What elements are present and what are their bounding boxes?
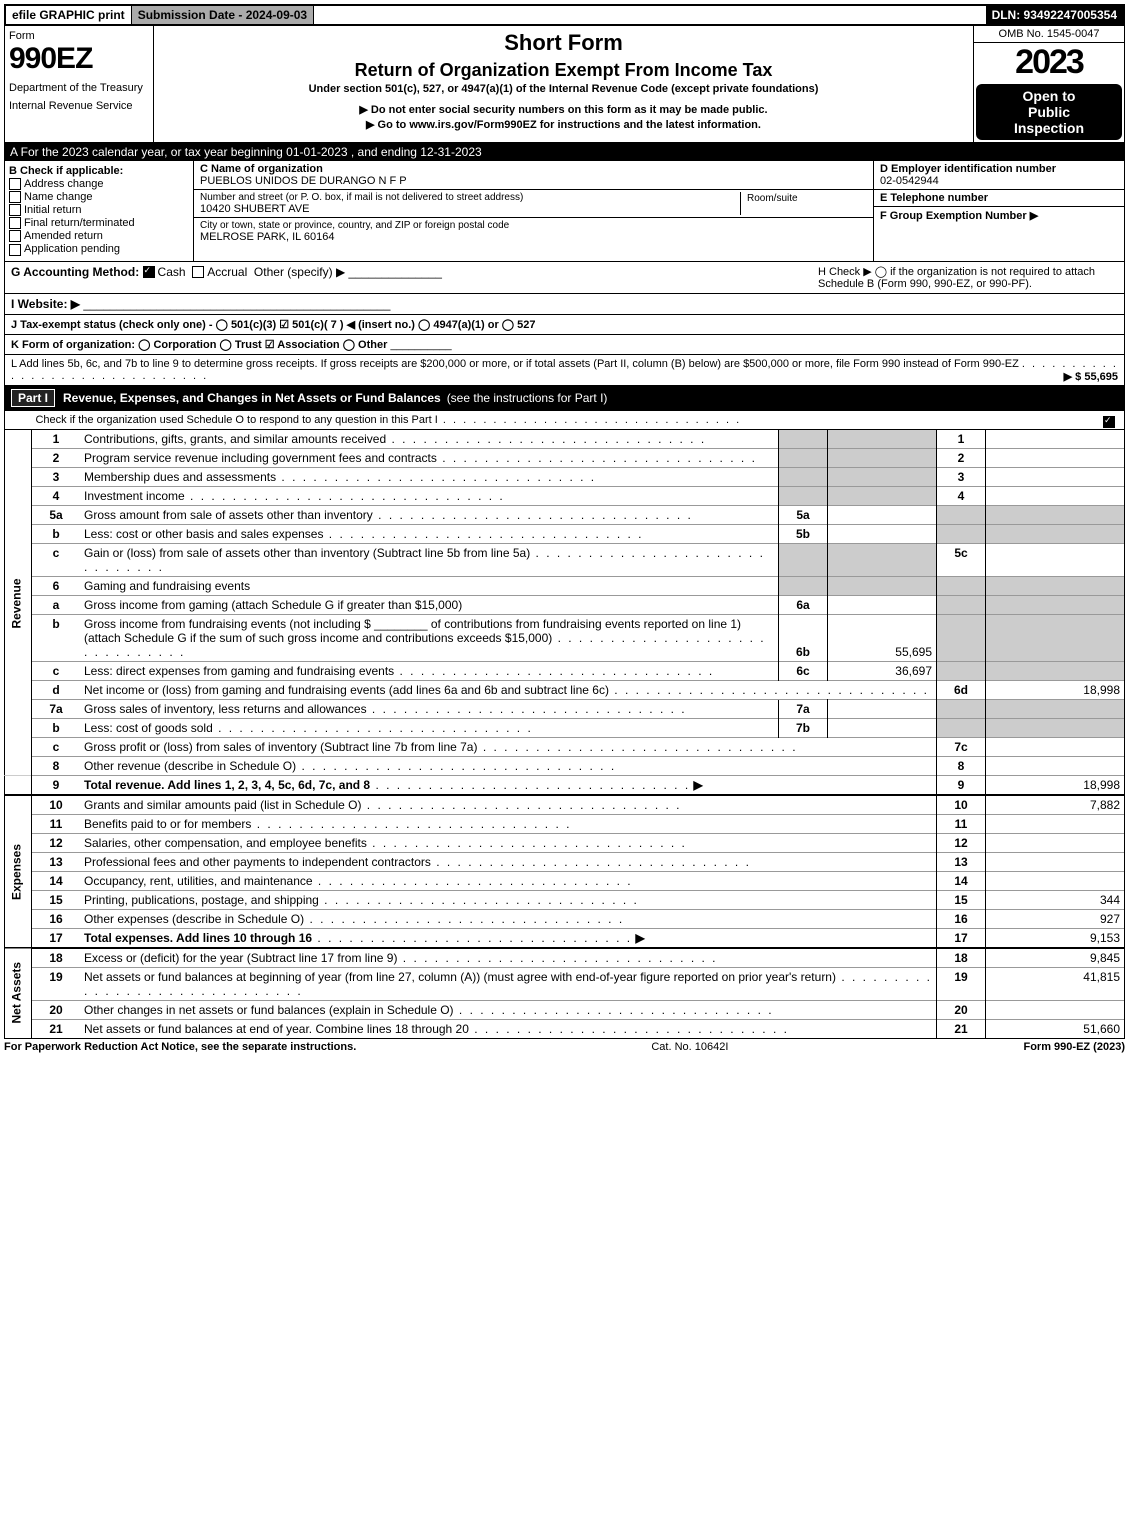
- top-bar: efile GRAPHIC print Submission Date - 20…: [4, 4, 1125, 26]
- chk-address-change[interactable]: Address change: [9, 178, 189, 190]
- chk-final-return[interactable]: Final return/terminated: [9, 217, 189, 229]
- street-address: 10420 SHUBERT AVE: [200, 203, 740, 215]
- group-exemption-cell: F Group Exemption Number ▶: [874, 207, 1124, 224]
- chk-initial-return[interactable]: Initial return: [9, 204, 189, 216]
- lines-table: Revenue 1Contributions, gifts, grants, a…: [4, 430, 1125, 1039]
- form-header: Form 990EZ Department of the Treasury In…: [4, 26, 1125, 143]
- col-c: C Name of organization PUEBLOS UNIDOS DE…: [194, 161, 873, 261]
- accounting-method: G Accounting Method: Cash Accrual Other …: [11, 265, 442, 290]
- website-label: I Website: ▶: [11, 297, 80, 311]
- tax-year: 2023: [974, 43, 1124, 82]
- city-state-zip: MELROSE PARK, IL 60164: [200, 231, 509, 243]
- paperwork-notice: For Paperwork Reduction Act Notice, see …: [4, 1041, 356, 1053]
- tax-exempt-status: J Tax-exempt status (check only one) - ◯…: [11, 319, 536, 331]
- col-b: B Check if applicable: Address change Na…: [5, 161, 194, 261]
- chk-schedule-o[interactable]: [1103, 416, 1115, 428]
- b-title: B Check if applicable:: [9, 165, 189, 177]
- chk-cash[interactable]: [143, 266, 155, 278]
- cat-number: Cat. No. 10642I: [651, 1041, 728, 1053]
- part1-title: Revenue, Expenses, and Changes in Net As…: [63, 391, 441, 405]
- street-cell: Number and street (or P. O. box, if mail…: [194, 190, 873, 218]
- header-right: OMB No. 1545-0047 2023 Open to Public In…: [973, 26, 1124, 142]
- line-a: A For the 2023 calendar year, or tax yea…: [4, 143, 1125, 161]
- part1-check-o: Check if the organization used Schedule …: [4, 411, 1125, 430]
- page-footer: For Paperwork Reduction Act Notice, see …: [4, 1039, 1125, 1055]
- return-title: Return of Organization Exempt From Incom…: [162, 60, 965, 81]
- line-l-amount: ▶ $ 55,695: [1064, 370, 1118, 383]
- row-gh: G Accounting Method: Cash Accrual Other …: [4, 262, 1125, 294]
- chk-amended-return[interactable]: Amended return: [9, 230, 189, 242]
- row-j: J Tax-exempt status (check only one) - ◯…: [4, 315, 1125, 335]
- row-k: K Form of organization: ◯ Corporation ◯ …: [4, 335, 1125, 355]
- part1-header: Part I Revenue, Expenses, and Changes in…: [4, 386, 1125, 411]
- form-number: 990EZ: [9, 42, 149, 76]
- open-to-public: Open to Public Inspection: [976, 84, 1122, 140]
- part1-tag: Part I: [11, 389, 55, 407]
- line-l-text: L Add lines 5b, 6c, and 7b to line 9 to …: [11, 358, 1019, 370]
- dept-treasury: Department of the Treasury: [9, 82, 149, 94]
- col-def: D Employer identification number 02-0542…: [873, 161, 1124, 261]
- submission-date: Submission Date - 2024-09-03: [132, 6, 314, 24]
- side-expenses: Expenses: [5, 795, 32, 948]
- header-center: Short Form Return of Organization Exempt…: [154, 26, 973, 142]
- row-l: L Add lines 5b, 6c, and 7b to line 9 to …: [4, 355, 1125, 386]
- ssn-warning: ▶ Do not enter social security numbers o…: [162, 103, 965, 116]
- ein-cell: D Employer identification number 02-0542…: [874, 161, 1124, 190]
- form-of-organization: K Form of organization: ◯ Corporation ◯ …: [11, 339, 387, 351]
- form-word: Form: [9, 30, 149, 42]
- chk-name-change[interactable]: Name change: [9, 191, 189, 203]
- line-h: H Check ▶ ◯ if the organization is not r…: [818, 265, 1118, 290]
- dept-irs: Internal Revenue Service: [9, 100, 149, 112]
- goto-instructions[interactable]: ▶ Go to www.irs.gov/Form990EZ for instru…: [162, 118, 965, 131]
- website-value: ________________________________________…: [80, 297, 390, 311]
- row-i: I Website: ▶ ___________________________…: [4, 294, 1125, 315]
- side-revenue: Revenue: [5, 430, 32, 776]
- ein-value: 02-0542944: [880, 175, 1118, 187]
- omb-number: OMB No. 1545-0047: [974, 26, 1124, 43]
- org-name-cell: C Name of organization PUEBLOS UNIDOS DE…: [194, 161, 873, 190]
- part1-desc: (see the instructions for Part I): [447, 391, 608, 405]
- org-info-block: B Check if applicable: Address change Na…: [4, 161, 1125, 262]
- org-name: PUEBLOS UNIDOS DE DURANGO N F P: [200, 175, 407, 187]
- under-section: Under section 501(c), 527, or 4947(a)(1)…: [162, 83, 965, 95]
- city-cell: City or town, state or province, country…: [194, 218, 873, 245]
- chk-accrual[interactable]: [192, 266, 204, 278]
- room-suite: Room/suite: [740, 192, 867, 215]
- dln: DLN: 93492247005354: [986, 6, 1123, 24]
- side-net-assets: Net Assets: [5, 948, 32, 1039]
- chk-application-pending[interactable]: Application pending: [9, 243, 189, 255]
- header-left: Form 990EZ Department of the Treasury In…: [5, 26, 154, 142]
- phone-cell: E Telephone number: [874, 190, 1124, 207]
- efile-print[interactable]: efile GRAPHIC print: [6, 6, 132, 24]
- short-form-title: Short Form: [162, 30, 965, 56]
- form-footer: Form 990-EZ (2023): [1023, 1041, 1125, 1053]
